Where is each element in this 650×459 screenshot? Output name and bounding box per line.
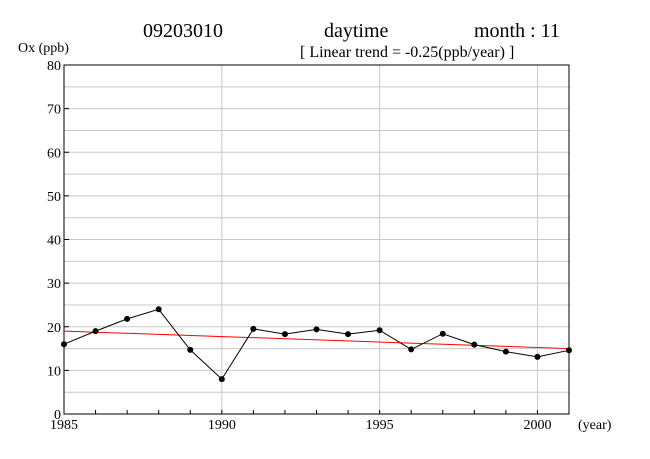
data-point — [439, 330, 446, 337]
y-tick-label: 30 — [47, 277, 61, 292]
y-tick-label: 20 — [47, 321, 61, 336]
data-point — [281, 331, 288, 338]
period-label: daytime — [324, 20, 389, 42]
data-point — [471, 341, 478, 348]
data-point — [124, 315, 131, 322]
x-tick-label: 1990 — [208, 418, 236, 433]
data-point — [187, 346, 194, 353]
y-tick-label: 0 — [54, 408, 61, 423]
series-line — [63, 308, 570, 380]
data-point — [345, 331, 352, 338]
tick-layer: 0 10 20 30 40 50 60 70 80 1985 1990 1995 2000 — [47, 59, 570, 433]
data-point — [250, 325, 257, 332]
x-tick-label: 1995 — [366, 418, 394, 433]
x-axis-label: (year) — [578, 418, 612, 433]
data-point — [566, 347, 572, 354]
data-point — [61, 341, 67, 348]
x-tick-label: 2000 — [523, 418, 551, 433]
data-point — [534, 353, 541, 360]
data-point — [313, 326, 320, 333]
data-point — [502, 348, 509, 355]
grid-layer — [64, 65, 569, 414]
data-point — [155, 306, 162, 313]
station-code: 09203010 — [143, 20, 223, 42]
y-tick-label: 50 — [47, 190, 61, 205]
data-point — [92, 328, 99, 335]
trend-line — [63, 330, 570, 350]
data-point — [408, 346, 415, 353]
y-axis-label: Ox (ppb) — [18, 41, 69, 56]
x-tick-label: 1985 — [50, 418, 78, 433]
month-label: month : 11 — [474, 20, 560, 42]
y-tick-label: 60 — [47, 146, 61, 161]
trend-annotation: [ Linear trend = -0.25(ppb/year) ] — [300, 44, 514, 61]
data-point — [376, 327, 383, 334]
series-layer — [61, 306, 572, 383]
trend-layer — [63, 330, 570, 350]
data-point — [218, 376, 225, 383]
y-tick-label: 80 — [47, 59, 61, 74]
y-tick-label: 10 — [47, 364, 61, 379]
y-tick-label: 40 — [47, 234, 61, 249]
y-tick-label: 70 — [47, 103, 61, 118]
